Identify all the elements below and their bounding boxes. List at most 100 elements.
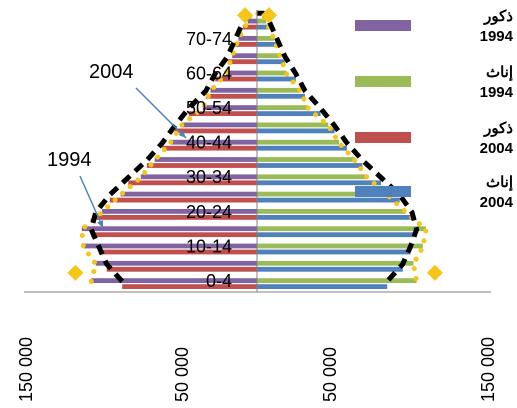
bar-1994-female-30-34 [257,174,367,180]
bar-1994-male-60-64 [226,70,257,76]
bar-1994-female-75-79 [257,18,267,24]
legend: ذكور 1994 إناث 1994 ذكور 2004 إناث 2004 [355,8,515,238]
age-label: 70-74 [186,29,232,49]
age-label: 30-34 [186,167,232,187]
age-label: 60-64 [186,63,232,83]
bar-2004-female-5-9 [257,266,403,272]
bar-1994-female-5-9 [257,260,414,266]
arrow-2004-head [178,130,186,138]
legend-label: إناث [485,64,513,81]
bar-2004-female-20-24 [257,215,412,220]
bar-2004-female-15-19 [257,232,417,238]
bar-1994-female-45-49 [257,122,329,128]
bar-2004-male-45-49 [174,128,257,134]
bar-1994-female-60-64 [257,70,287,76]
bar-2004-male-65-69 [227,59,257,65]
diamond-marker-0 [67,264,84,281]
bar-1994-male-55-59 [210,87,257,93]
bar-1994-female-0-4 [257,278,417,283]
bar-2004-female-70-74 [257,42,278,47]
bar-2004-male-15-19 [91,232,257,238]
bar-2004-male-35-39 [146,163,257,168]
legend-item-females-2004: إناث 2004 [355,174,515,224]
bar-2004-female-50-54 [257,111,321,116]
bar-2004-male-5-9 [106,266,257,272]
age-label: 40-44 [186,133,232,153]
x-tick-label: 50 000 [320,347,340,402]
x-axis [24,10,491,293]
bar-2004-female-55-59 [257,93,305,99]
bar-1994-female-65-69 [257,53,281,59]
bar-2004-female-60-64 [257,76,296,82]
bar-2004-female-35-39 [257,163,363,168]
bar-1994-male-0-4 [91,278,257,283]
bar-2004-male-70-74 [235,42,257,47]
x-tick-label: 150 000 [16,337,36,402]
bar-1994-male-45-49 [181,122,258,128]
bar-2004-male-40-44 [162,145,257,151]
legend-swatch [355,20,411,31]
bar-1994-male-5-9 [95,260,257,266]
legend-swatch [355,132,411,143]
annotation-2004: 2004 [89,61,134,83]
bar-2004-male-10-14 [98,249,258,255]
legend-swatch [355,76,411,87]
bar-1994-male-30-34 [140,174,258,180]
diamond-marker-1 [426,264,443,281]
bar-2004-female-40-44 [257,145,347,151]
bar-2004-male-60-64 [215,76,258,82]
legend-item-males-1994: ذكور 1994 [355,8,515,58]
bar-2004-female-25-29 [257,197,400,203]
bar-1994-male-65-69 [232,53,257,59]
bar-1994-female-20-24 [257,209,406,214]
legend-label: إناث [485,174,513,191]
bar-1994-male-10-14 [83,243,258,249]
annotation-1994: 1994 [47,149,92,171]
bar-2004-male-30-34 [128,180,257,186]
legend-year: 2004 [479,140,513,157]
arrow-1994 [79,175,104,229]
bar-1994-male-75-79 [247,18,257,24]
bar-1994-male-70-74 [238,36,257,41]
bar-1994-male-25-29 [120,191,257,197]
legend-swatch [355,186,411,197]
arrow-1994-head [97,220,103,228]
bar-1994-female-55-59 [257,87,301,93]
bar-1994-female-35-39 [257,157,355,162]
bar-2004-female-45-49 [257,128,335,134]
age-label: 20-24 [186,202,232,222]
bar-2004-female-10-14 [257,249,411,255]
legend-year: 1994 [479,28,513,45]
arrow-2004 [135,87,187,139]
bar-2004-male-50-54 [188,111,257,116]
bar-1994-female-10-14 [257,243,423,249]
age-label: 50-54 [186,98,232,118]
legend-item-males-2004: ذكور 2004 [355,120,515,170]
bar-1994-male-15-19 [81,226,257,232]
legend-year: 2004 [479,194,513,211]
bar-2004-female-30-34 [257,180,381,186]
bar-1994-male-50-54 [202,105,258,110]
bar-2004-male-25-29 [109,197,258,203]
legend-year: 1994 [479,84,513,101]
bar-2004-male-20-24 [95,215,257,220]
x-tick-label: 50 000 [172,347,192,402]
bar-1994-female-40-44 [257,139,340,145]
bar-2004-male-55-59 [205,93,257,99]
bar-2004-female-0-4 [257,284,388,289]
bars-layer [81,18,426,289]
legend-label: ذكور [484,8,513,25]
bar-1994-male-20-24 [102,209,257,214]
bar-2004-male-75-79 [243,24,257,30]
bar-2004-male-0-4 [122,284,257,289]
diamond-marker-2 [237,7,253,24]
bar-1994-female-70-74 [257,36,275,41]
bar-2004-female-75-79 [257,24,270,30]
age-group-labels: 0-4 10-14 20-24 30-34 40-44 50-54 60-64 70-74 [186,29,232,291]
x-tick-labels: 150 000 50 000 50 000 150 000 [16,337,498,402]
diamond-marker-3 [261,7,277,24]
x-tick-label: 150 000 [478,337,498,402]
bar-1994-female-25-29 [257,191,388,197]
legend-label: ذكور [484,120,513,137]
